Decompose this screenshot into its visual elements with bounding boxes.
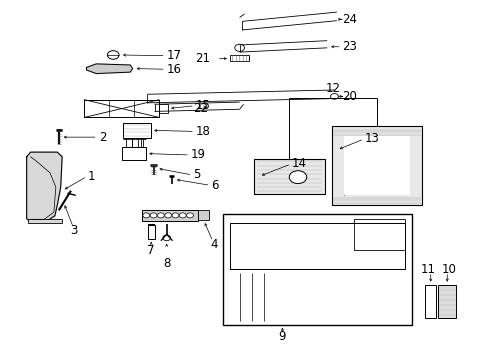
Text: 16: 16: [166, 63, 182, 76]
Bar: [331, 126, 421, 205]
Bar: [198, 210, 208, 220]
Bar: [229, 223, 404, 269]
Polygon shape: [86, 64, 132, 73]
Bar: [147, 225, 154, 239]
Text: 14: 14: [291, 157, 306, 170]
Text: 17: 17: [166, 49, 182, 62]
Text: 1: 1: [88, 170, 95, 183]
Circle shape: [186, 213, 193, 218]
Text: 9: 9: [278, 330, 285, 343]
Text: 2: 2: [99, 131, 106, 144]
Bar: [159, 104, 168, 113]
Text: 19: 19: [191, 148, 205, 162]
Text: 5: 5: [193, 168, 201, 181]
Text: 22: 22: [193, 102, 207, 115]
Bar: [222, 214, 411, 325]
Bar: [425, 285, 435, 318]
Polygon shape: [27, 152, 62, 222]
Bar: [28, 219, 62, 223]
Circle shape: [172, 213, 179, 218]
Bar: [84, 100, 159, 117]
Bar: [353, 219, 404, 249]
Text: 24: 24: [341, 13, 356, 26]
Text: 6: 6: [211, 179, 219, 192]
Text: 13: 13: [365, 132, 379, 145]
Circle shape: [157, 213, 164, 218]
Bar: [131, 138, 141, 147]
Circle shape: [142, 213, 149, 218]
Bar: [122, 147, 146, 160]
Text: 7: 7: [146, 244, 154, 257]
Circle shape: [179, 213, 186, 218]
Bar: [254, 158, 324, 194]
Text: 23: 23: [341, 40, 356, 53]
Circle shape: [164, 213, 171, 218]
Text: 21: 21: [195, 52, 210, 65]
Text: 18: 18: [196, 125, 210, 138]
Bar: [229, 55, 249, 62]
Text: 12: 12: [325, 82, 340, 95]
Circle shape: [150, 213, 157, 218]
Circle shape: [288, 171, 306, 184]
Text: 3: 3: [70, 224, 78, 237]
Text: 10: 10: [440, 263, 455, 276]
Text: 15: 15: [196, 99, 210, 112]
Bar: [344, 136, 409, 195]
Bar: [122, 123, 151, 138]
Bar: [437, 285, 456, 318]
Bar: [142, 210, 198, 221]
Text: 8: 8: [163, 257, 170, 270]
Text: 4: 4: [210, 238, 218, 251]
Text: 11: 11: [420, 263, 435, 276]
Text: 20: 20: [341, 90, 356, 103]
